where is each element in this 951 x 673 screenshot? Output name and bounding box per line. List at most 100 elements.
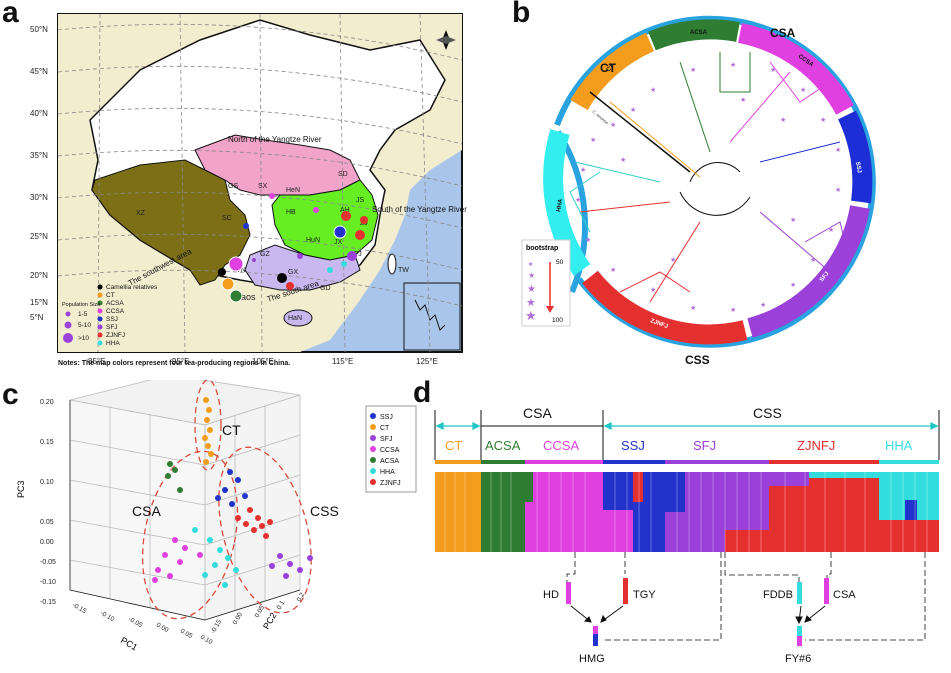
- y-tick: 0.05: [254, 604, 267, 619]
- cluster-label: SSJ: [621, 438, 645, 453]
- taiwan-island: [387, 253, 397, 275]
- lat-label: 40°N: [30, 109, 48, 118]
- inset-islands: [414, 299, 446, 331]
- bootstrap-title: bootstrap: [526, 245, 558, 252]
- svg-text:★: ★: [527, 284, 536, 295]
- sample-bar-csa: [824, 578, 829, 604]
- lon-label: 95°E: [172, 357, 189, 366]
- compass-icon: [436, 30, 456, 50]
- legend-label: Camellia relatives: [106, 284, 158, 291]
- pca-legend-label: SFJ: [380, 436, 392, 443]
- legend-dot: [97, 332, 103, 338]
- panel-c-pca: c 0.20 0.15 0.10 0.05 0.00 -0.05 -0.10 -…: [0, 374, 425, 668]
- clade-band-ct: [570, 32, 655, 111]
- province-label: GD: [320, 285, 331, 292]
- z-tick: 0.00: [40, 539, 54, 546]
- province-label: HeN: [286, 187, 300, 194]
- structure-svg: CSA CSS CT ACSA CCSA SSJ SFJ ZJNFJ HHA: [434, 405, 940, 665]
- svg-text:★: ★: [620, 156, 626, 164]
- bootstrap-legend: bootstrap ★ ★ ★ ★ ★ 50 100: [521, 239, 571, 327]
- clade-band-zjnfj: [582, 270, 748, 345]
- svg-text:★: ★: [575, 196, 581, 204]
- tree-svg: ★ ★ ★ ★ ★ ★ ★ ★ ★ ★ ★ ★ ★ ★ ★ ★ ★ ★ ★ ★ ★ ★ ★ ★ ★ ★ ★ CT A…: [521, 15, 876, 367]
- legend-dot: [97, 292, 103, 298]
- province-label: GZ: [260, 251, 270, 258]
- clade-label: HHA: [556, 198, 564, 213]
- sample-bar-fddb: [797, 582, 802, 604]
- z-tick: 0.20: [40, 399, 54, 406]
- svg-text:★: ★: [730, 61, 736, 69]
- clade-band-acsa: [648, 19, 740, 51]
- clade-label: ACSA: [690, 30, 708, 36]
- cluster-bars: [435, 460, 939, 464]
- legend-dot: [97, 300, 103, 306]
- lon-label: 85°E: [88, 357, 105, 366]
- cluster-label: HHA: [885, 438, 913, 453]
- axis-label-y: PC2: [261, 611, 278, 631]
- tree-branches: [569, 52, 851, 303]
- x-tick: -0.15: [71, 602, 88, 616]
- sample-bar-tgy: [623, 578, 628, 604]
- province-label: HaN: [288, 315, 302, 322]
- svg-text:★: ★: [690, 66, 696, 74]
- map-svg: 50°N 45°N 40°N 35°N 30°N 25°N 20°N 15°N …: [30, 13, 467, 366]
- outer-label-csa: CSA: [770, 26, 796, 40]
- clade-band-ssj: [837, 110, 873, 204]
- pca-group-label: CT: [222, 422, 241, 438]
- y-tick: 0.00: [232, 611, 245, 626]
- lat-label: 20°N: [30, 271, 48, 280]
- y-tick: 0.2: [296, 591, 307, 603]
- inset-map: [403, 282, 461, 351]
- z-tick: 0.15: [40, 439, 54, 446]
- svg-text:★: ★: [770, 66, 776, 74]
- legend-label: SSJ: [106, 316, 118, 323]
- structure-plot: [435, 472, 939, 552]
- z-tick: -0.15: [40, 599, 56, 606]
- bootstrap-stars: ★ ★ ★ ★ ★ ★ ★ ★ ★ ★ ★ ★ ★ ★ ★ ★ ★ ★ ★ ★ ★ ★ ★ ★ ★ ★ ★: [575, 61, 841, 314]
- x-tick: 0.00: [155, 622, 170, 635]
- clade-label: SSJ: [854, 161, 862, 173]
- bootstrap-max: 100: [552, 317, 563, 324]
- lat-labels: 50°N 45°N 40°N 35°N 30°N 25°N 20°N 15°N …: [30, 25, 48, 322]
- sample-label: HD: [543, 589, 559, 601]
- population-points: [218, 193, 368, 303]
- svg-text:★: ★: [526, 297, 536, 309]
- legend-label: CT: [106, 292, 115, 299]
- sample-bar-hd: [566, 582, 571, 604]
- pca-box: [69, 374, 301, 621]
- clade-band-sfj: [747, 205, 870, 338]
- region-south-yangtze: [271, 179, 379, 261]
- axis-label-z: PC3: [16, 480, 26, 498]
- pop-size-label: 1-5: [78, 311, 88, 318]
- sample-connectors: [566, 552, 926, 641]
- outer-ring-top: [554, 15, 876, 348]
- svg-text:★: ★: [650, 86, 656, 94]
- pca-legend-label: ZJNFJ: [380, 480, 401, 487]
- pca-points: [152, 397, 313, 588]
- z-tick: 0.10: [40, 479, 54, 486]
- province-label: YN: [236, 267, 246, 274]
- panel-a-map: a: [0, 0, 470, 370]
- province-label: XZ: [136, 210, 146, 217]
- legend-label: SFJ: [106, 324, 118, 331]
- outer-group-labels: CT CSA CSS: [600, 26, 796, 367]
- svg-text:★: ★: [528, 261, 533, 268]
- svg-text:★: ★: [630, 106, 636, 114]
- province-label: HuN: [306, 237, 320, 244]
- province-label: AH: [340, 207, 350, 214]
- lat-label: 25°N: [30, 232, 48, 241]
- hybrid-label: HMG: [579, 653, 605, 665]
- svg-text:★: ★: [610, 121, 616, 129]
- group-label-csa: CSA: [523, 405, 552, 421]
- province-labels: XZ SC GS SX HeN SD HB AH JS ZJ HuN JX FJ…: [136, 171, 409, 322]
- pop-size-title: Population Size: [62, 302, 100, 308]
- svg-text:★: ★: [590, 136, 596, 144]
- y-tick: 0.1: [276, 599, 287, 611]
- svg-text:★: ★: [810, 256, 816, 264]
- sample-separators: [444, 472, 928, 552]
- pca-legend-label: CCSA: [380, 447, 400, 454]
- pca-legend-label: ACSA: [380, 458, 399, 465]
- legend-dot: [97, 308, 103, 314]
- province-label: HB: [286, 209, 296, 216]
- legend-label: CCSA: [106, 308, 125, 315]
